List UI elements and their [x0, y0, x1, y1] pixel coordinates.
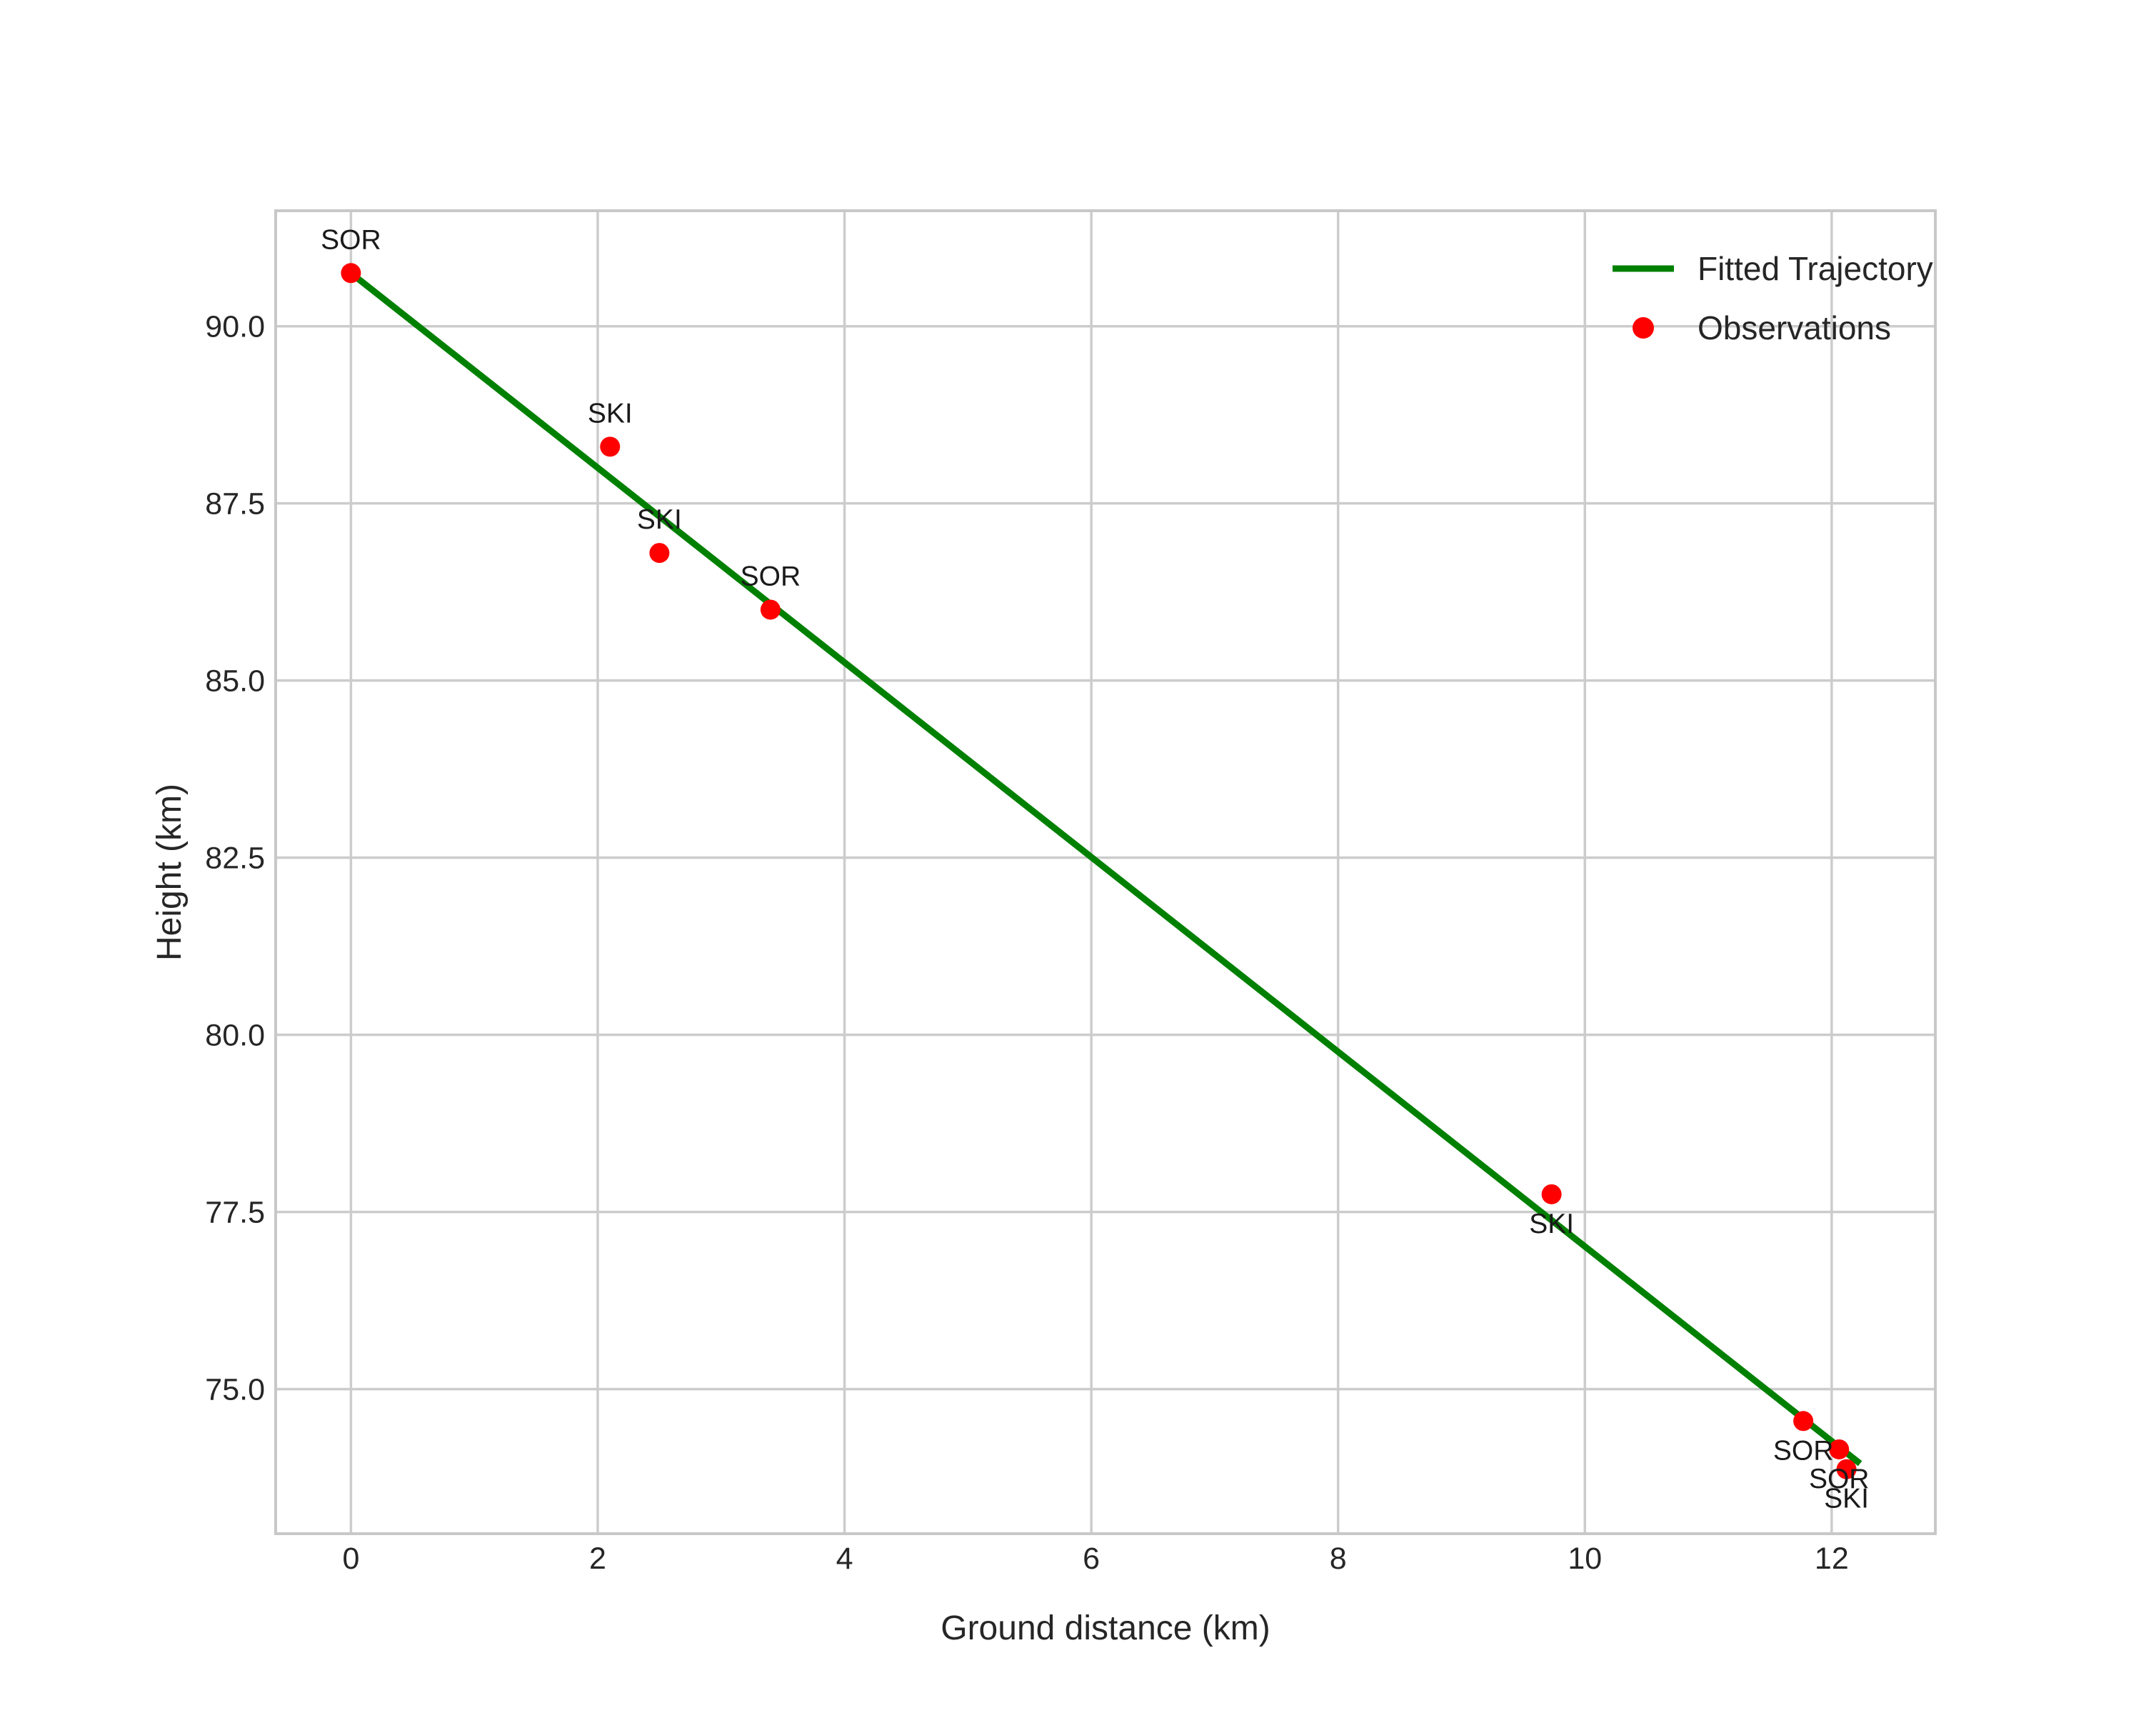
observation-station-label: SKI: [588, 398, 633, 429]
tick-labels: 0 2 4 6 8 10 12 75.0 77.5 80.0 82.5 85.0 87.5 90.0: [205, 310, 1848, 1576]
x-tick-label: 4: [836, 1542, 853, 1576]
observation-station-label: SOR: [1809, 1464, 1870, 1494]
y-tick-label: 80.0: [205, 1019, 265, 1053]
x-tick-label: 8: [1330, 1542, 1347, 1576]
observation-point: [760, 599, 781, 620]
y-tick-label: 75.0: [205, 1373, 265, 1407]
observation-point: [600, 436, 621, 457]
legend-label-observations: Observations: [1698, 309, 1891, 346]
observation-station-label: SKI: [637, 504, 682, 535]
y-tick-label: 87.5: [205, 487, 265, 521]
x-axis-label: Ground distance (km): [941, 1609, 1270, 1647]
plot-border: [274, 209, 1937, 1535]
y-axis-label: Height (km): [151, 784, 189, 961]
y-tick-label: 77.5: [205, 1196, 265, 1230]
observation-station-label: SOR: [1773, 1435, 1834, 1466]
y-tick-label: 82.5: [205, 841, 265, 876]
legend-observations-point-sample: [1633, 317, 1654, 339]
gridlines: [276, 211, 1935, 1534]
observation-point: [1541, 1184, 1562, 1204]
observation-point: [341, 263, 361, 284]
x-tick-label: 0: [342, 1542, 359, 1576]
observation-station-label: SKI: [1824, 1484, 1869, 1514]
legend-label-fitted-trajectory: Fitted Trajectory: [1698, 250, 1933, 287]
observation-point: [1793, 1411, 1814, 1432]
fitted-trajectory-line: [349, 270, 1862, 1467]
observation-point: [649, 543, 670, 564]
observation-point: [1836, 1459, 1857, 1479]
x-tick-label: 10: [1568, 1542, 1602, 1576]
observation-point: [1829, 1439, 1850, 1459]
observation-station-label: SOR: [741, 561, 801, 591]
x-tick-label: 6: [1083, 1542, 1100, 1576]
y-tick-label: 85.0: [205, 664, 265, 699]
observation-station-label: SKI: [1529, 1209, 1574, 1239]
x-tick-label: 2: [589, 1542, 606, 1576]
y-tick-label: 90.0: [205, 310, 265, 344]
legend: Fitted Trajectory Observations: [1613, 250, 1933, 346]
x-tick-label: 12: [1815, 1542, 1849, 1576]
observation-station-label: SOR: [321, 224, 381, 255]
